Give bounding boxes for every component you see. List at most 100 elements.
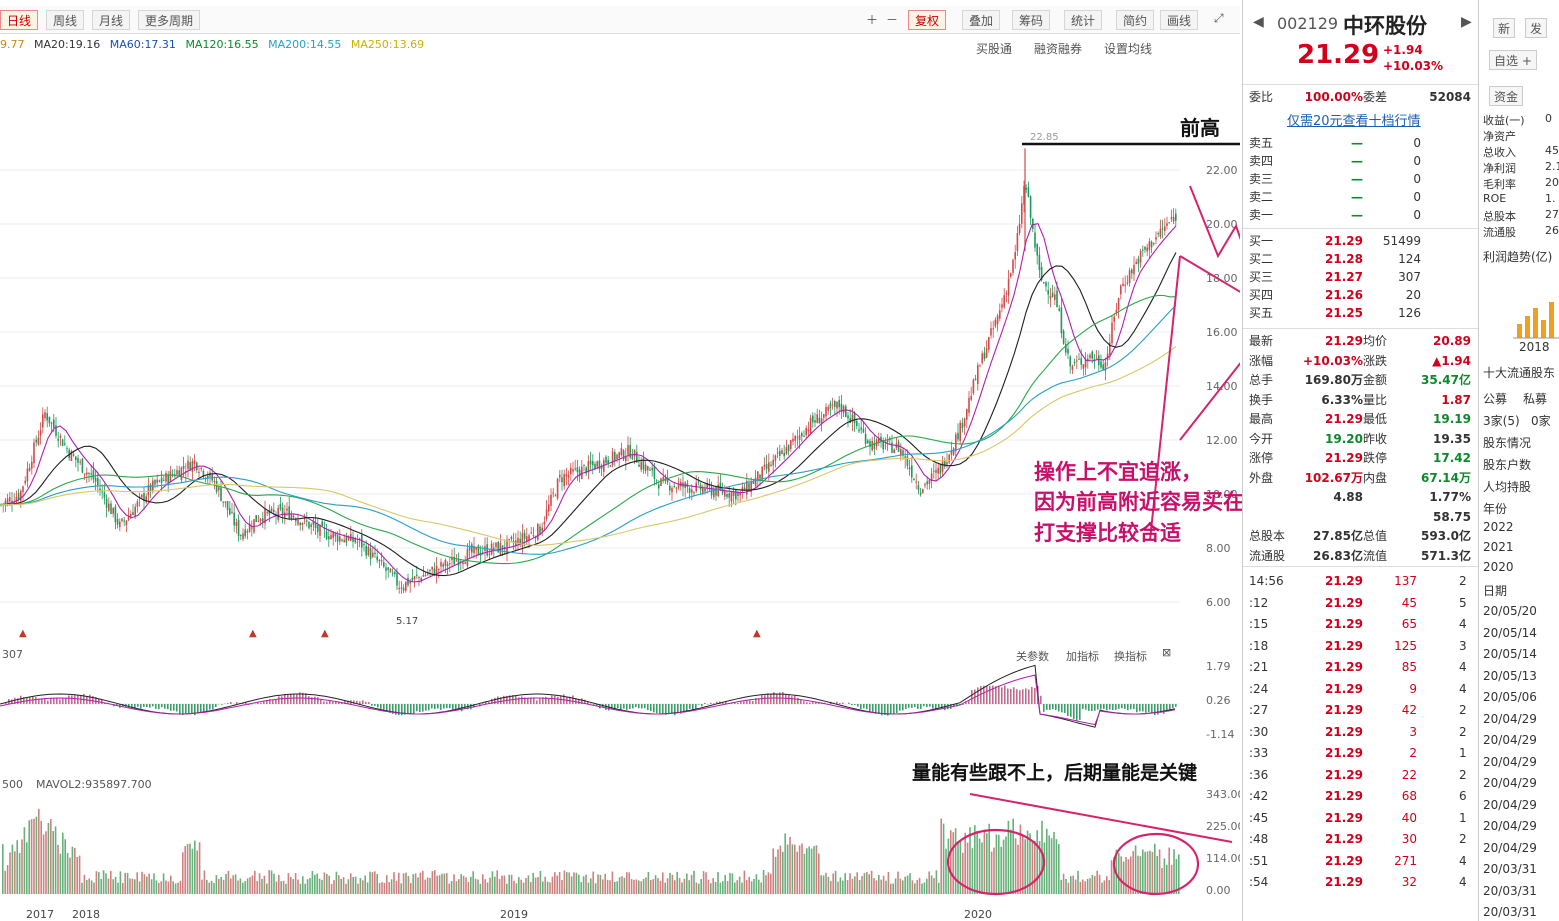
volume-bar	[830, 880, 832, 894]
prev-high-annotation: 前高	[1180, 116, 1220, 140]
macd-bar	[659, 704, 661, 714]
buy-stock-link[interactable]: 买股通	[976, 42, 1013, 56]
candle-body	[534, 537, 537, 539]
macd-bar	[23, 697, 25, 704]
ma20-value: MA20:19.16	[34, 38, 101, 51]
candle-body	[31, 461, 33, 469]
post-button[interactable]: 发	[1525, 18, 1548, 38]
macd-bar	[269, 699, 271, 704]
bid-row[interactable]: 买一 21.29 51499	[1243, 232, 1479, 250]
stat-label: 均价	[1363, 334, 1388, 348]
event-marker-icon[interactable]: ▲	[753, 628, 761, 639]
candle-body	[1040, 266, 1043, 281]
profit-bar	[1517, 324, 1522, 338]
margin-link[interactable]: 融资融券	[1034, 42, 1083, 56]
candle-body	[1080, 358, 1082, 365]
draw-line-button[interactable]: 画线	[1160, 10, 1199, 30]
add-watchlist-button[interactable]: 自选 +	[1489, 50, 1537, 70]
macd-bar	[137, 704, 139, 707]
macd-bar	[482, 703, 484, 704]
week-period-button[interactable]: 周线	[46, 10, 85, 30]
volume-bar	[18, 852, 21, 894]
day-period-button[interactable]: 日线	[0, 10, 39, 30]
ask-row[interactable]: 卖四 —0	[1243, 152, 1479, 170]
macd-switch-indicator-button[interactable]: 换指标	[1114, 650, 1147, 663]
volume-circle	[946, 828, 1046, 896]
ma-settings-link[interactable]: 设置均线	[1104, 42, 1153, 56]
tick-volume: 85	[1401, 660, 1417, 674]
volume-bar	[1084, 881, 1086, 894]
volume-bar	[854, 876, 856, 894]
overlay-dropdown[interactable]: 叠加	[962, 10, 1001, 30]
volume-bar	[856, 872, 858, 894]
ten-level-link[interactable]: 仅需20元查看十档行情	[1287, 114, 1421, 129]
zoom-in-icon[interactable]: ＋	[866, 13, 879, 27]
volume-bar	[330, 883, 333, 894]
candle-body	[532, 535, 535, 537]
event-marker-icon[interactable]: ▲	[249, 628, 257, 639]
volume-bar	[489, 877, 491, 894]
candle-body	[75, 456, 77, 461]
holder-count-link[interactable]: 股东户数	[1483, 458, 1532, 472]
macd-param-button[interactable]: 关参数	[1016, 650, 1049, 663]
tick-time: :15	[1249, 617, 1269, 631]
candle-body	[224, 501, 227, 503]
macd-bar	[857, 704, 859, 707]
stats-button[interactable]: 统计	[1064, 10, 1103, 30]
candle-body	[774, 455, 777, 461]
candle-body	[1124, 284, 1126, 286]
ask-volume: 0	[1413, 136, 1421, 150]
bid-label: 买五	[1249, 306, 1274, 320]
more-period-dropdown[interactable]: 更多周期	[138, 10, 201, 30]
ask-row[interactable]: 卖一 —0	[1243, 206, 1479, 224]
zoom-out-icon[interactable]: －	[886, 13, 899, 27]
macd-bar	[1085, 704, 1087, 710]
stat-value: 58.75	[1433, 509, 1471, 524]
bid-row[interactable]: 买二 21.28 124	[1243, 250, 1479, 268]
avg-holding-link[interactable]: 人均持股	[1483, 480, 1532, 494]
ask-row[interactable]: 卖三 —0	[1243, 170, 1479, 188]
simple-button[interactable]: 简约	[1116, 10, 1155, 30]
macd-tick-label: 0.26	[1206, 694, 1231, 707]
candle-body	[891, 442, 893, 453]
fuquan-dropdown[interactable]: 复权	[908, 10, 947, 30]
ask-row[interactable]: 卖五 —0	[1243, 134, 1479, 152]
funds-tab[interactable]: 资金	[1489, 86, 1524, 106]
macd-bar	[965, 701, 967, 704]
kline-chart[interactable]: 22.0020.0018.0016.0014.0012.0010.008.006…	[0, 56, 1240, 644]
news-button[interactable]: 新	[1493, 18, 1516, 38]
candle-body	[798, 435, 801, 440]
macd-bar	[917, 704, 919, 709]
candle-body	[116, 518, 119, 525]
macd-add-indicator-button[interactable]: 加指标	[1066, 650, 1099, 663]
macd-bar	[980, 686, 982, 704]
bid-row[interactable]: 买四 21.26 20	[1243, 286, 1479, 304]
macd-bar	[311, 697, 313, 704]
chips-button[interactable]: 筹码	[1012, 10, 1051, 30]
macd-bar	[575, 698, 577, 704]
volume-bar	[623, 877, 626, 894]
event-marker-icon[interactable]: ▲	[321, 628, 329, 639]
volume-bar	[71, 846, 74, 894]
bid-row[interactable]: 买三 21.27 307	[1243, 268, 1479, 286]
bid-row[interactable]: 买五 21.25 126	[1243, 304, 1479, 322]
fullscreen-icon[interactable]: ⤢	[1214, 11, 1224, 25]
candle-body	[1029, 196, 1032, 218]
macd-bar	[926, 704, 928, 708]
next-stock-icon[interactable]: ▶	[1461, 14, 1472, 30]
candle-body	[1045, 282, 1047, 287]
prev-stock-icon[interactable]: ◀	[1253, 14, 1264, 30]
holder-info-link[interactable]: 股东情况	[1483, 436, 1532, 450]
tick-time: :18	[1249, 638, 1269, 653]
candle-body	[770, 464, 772, 467]
month-period-button[interactable]: 月线	[92, 10, 131, 30]
candle-body	[1155, 236, 1157, 240]
close-icon[interactable]: ⊠	[1162, 646, 1172, 659]
volume-bar	[54, 826, 57, 894]
volume-bar	[1065, 878, 1067, 894]
ask-row[interactable]: 卖二 —0	[1243, 188, 1479, 206]
event-marker-icon[interactable]: ▲	[19, 628, 27, 639]
public-fund-tab[interactable]: 公募	[1483, 392, 1508, 406]
private-fund-tab[interactable]: 私募	[1523, 392, 1548, 406]
volume-bar	[472, 871, 474, 894]
